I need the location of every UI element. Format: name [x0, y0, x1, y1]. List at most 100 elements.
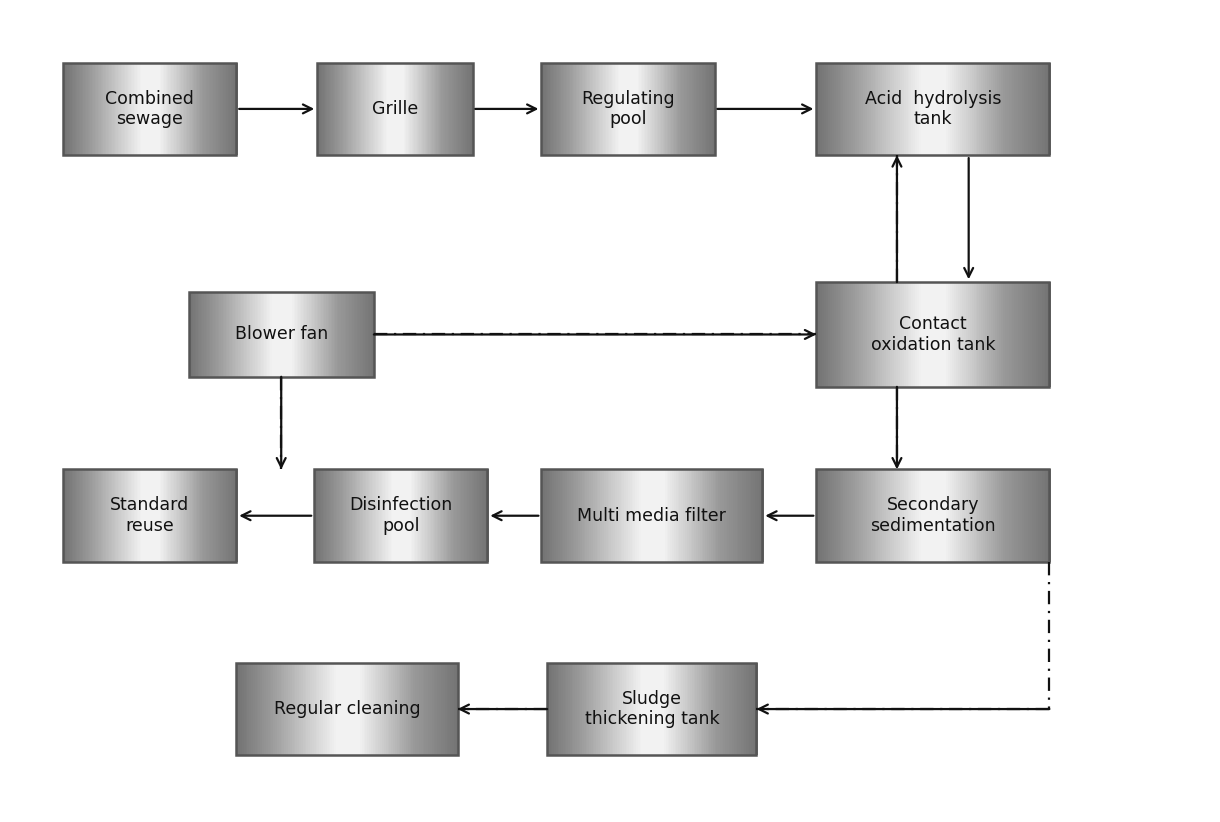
Bar	[220, 62, 222, 155]
Bar	[185, 469, 189, 562]
Bar	[215, 62, 217, 155]
Bar	[723, 663, 727, 755]
Bar	[183, 469, 185, 562]
Bar	[174, 469, 177, 562]
Bar	[640, 62, 644, 155]
Bar	[971, 282, 975, 387]
Bar	[849, 282, 853, 387]
Bar	[259, 292, 261, 376]
Bar	[205, 292, 209, 376]
Bar	[328, 663, 332, 755]
Bar	[65, 469, 67, 562]
Bar	[881, 282, 883, 387]
Bar	[212, 62, 215, 155]
Bar	[824, 282, 827, 387]
Bar	[317, 469, 320, 562]
Bar	[581, 663, 583, 755]
Bar	[320, 469, 323, 562]
Bar	[431, 469, 434, 562]
Bar	[627, 663, 631, 755]
Bar	[1009, 62, 1011, 155]
Bar	[328, 62, 332, 155]
Bar	[417, 663, 420, 755]
Bar	[732, 663, 736, 755]
Bar	[577, 62, 581, 155]
Bar	[716, 469, 720, 562]
Bar	[267, 663, 271, 755]
Bar	[220, 469, 222, 562]
Bar	[905, 62, 909, 155]
Bar	[328, 469, 332, 562]
Bar	[695, 62, 699, 155]
Bar	[90, 62, 94, 155]
Bar	[981, 62, 985, 155]
Bar	[414, 469, 417, 562]
Bar	[991, 62, 994, 155]
Bar	[914, 469, 916, 562]
Bar	[271, 663, 275, 755]
Bar	[567, 469, 570, 562]
Bar	[822, 469, 826, 562]
Bar	[181, 62, 183, 155]
Bar	[919, 62, 922, 155]
Bar	[875, 469, 878, 562]
Bar	[436, 62, 438, 155]
Bar	[204, 469, 206, 562]
Bar	[676, 469, 680, 562]
Bar	[970, 282, 974, 387]
Bar	[553, 663, 555, 755]
Bar	[914, 62, 916, 155]
Bar	[356, 663, 360, 755]
Bar	[544, 62, 547, 155]
Bar	[905, 282, 909, 387]
Bar	[417, 469, 420, 562]
Bar	[458, 62, 460, 155]
Bar	[676, 62, 678, 155]
Bar	[753, 663, 756, 755]
Bar	[478, 469, 482, 562]
Bar	[1043, 282, 1047, 387]
Bar	[428, 62, 431, 155]
Bar	[106, 469, 110, 562]
Bar	[980, 62, 983, 155]
Bar	[562, 663, 566, 755]
Bar	[301, 292, 304, 376]
Bar	[411, 663, 415, 755]
Bar	[353, 469, 356, 562]
Bar	[909, 282, 913, 387]
Bar	[388, 469, 390, 562]
Bar	[459, 62, 461, 155]
Bar	[631, 62, 633, 155]
Bar	[1003, 469, 1006, 562]
Bar	[421, 469, 423, 562]
Bar	[84, 469, 88, 562]
Bar	[461, 469, 465, 562]
Bar	[583, 62, 586, 155]
Bar	[270, 663, 273, 755]
Bar	[709, 663, 712, 755]
Bar	[375, 62, 377, 155]
Bar	[135, 469, 138, 562]
Bar	[462, 62, 465, 155]
Bar	[445, 62, 448, 155]
Bar	[120, 62, 122, 155]
Bar	[974, 62, 977, 155]
Bar	[666, 663, 669, 755]
Bar	[371, 292, 373, 376]
Bar	[231, 62, 233, 155]
Bar	[1032, 62, 1036, 155]
Bar	[669, 469, 672, 562]
Bar	[195, 292, 198, 376]
Bar	[1028, 282, 1031, 387]
Bar	[637, 469, 640, 562]
Bar	[647, 663, 650, 755]
Bar	[700, 663, 704, 755]
Bar	[88, 469, 90, 562]
Bar	[722, 469, 725, 562]
Bar	[888, 469, 892, 562]
Bar	[327, 663, 329, 755]
Bar	[855, 62, 859, 155]
Bar	[465, 469, 467, 562]
Bar	[824, 62, 827, 155]
Bar	[980, 282, 983, 387]
